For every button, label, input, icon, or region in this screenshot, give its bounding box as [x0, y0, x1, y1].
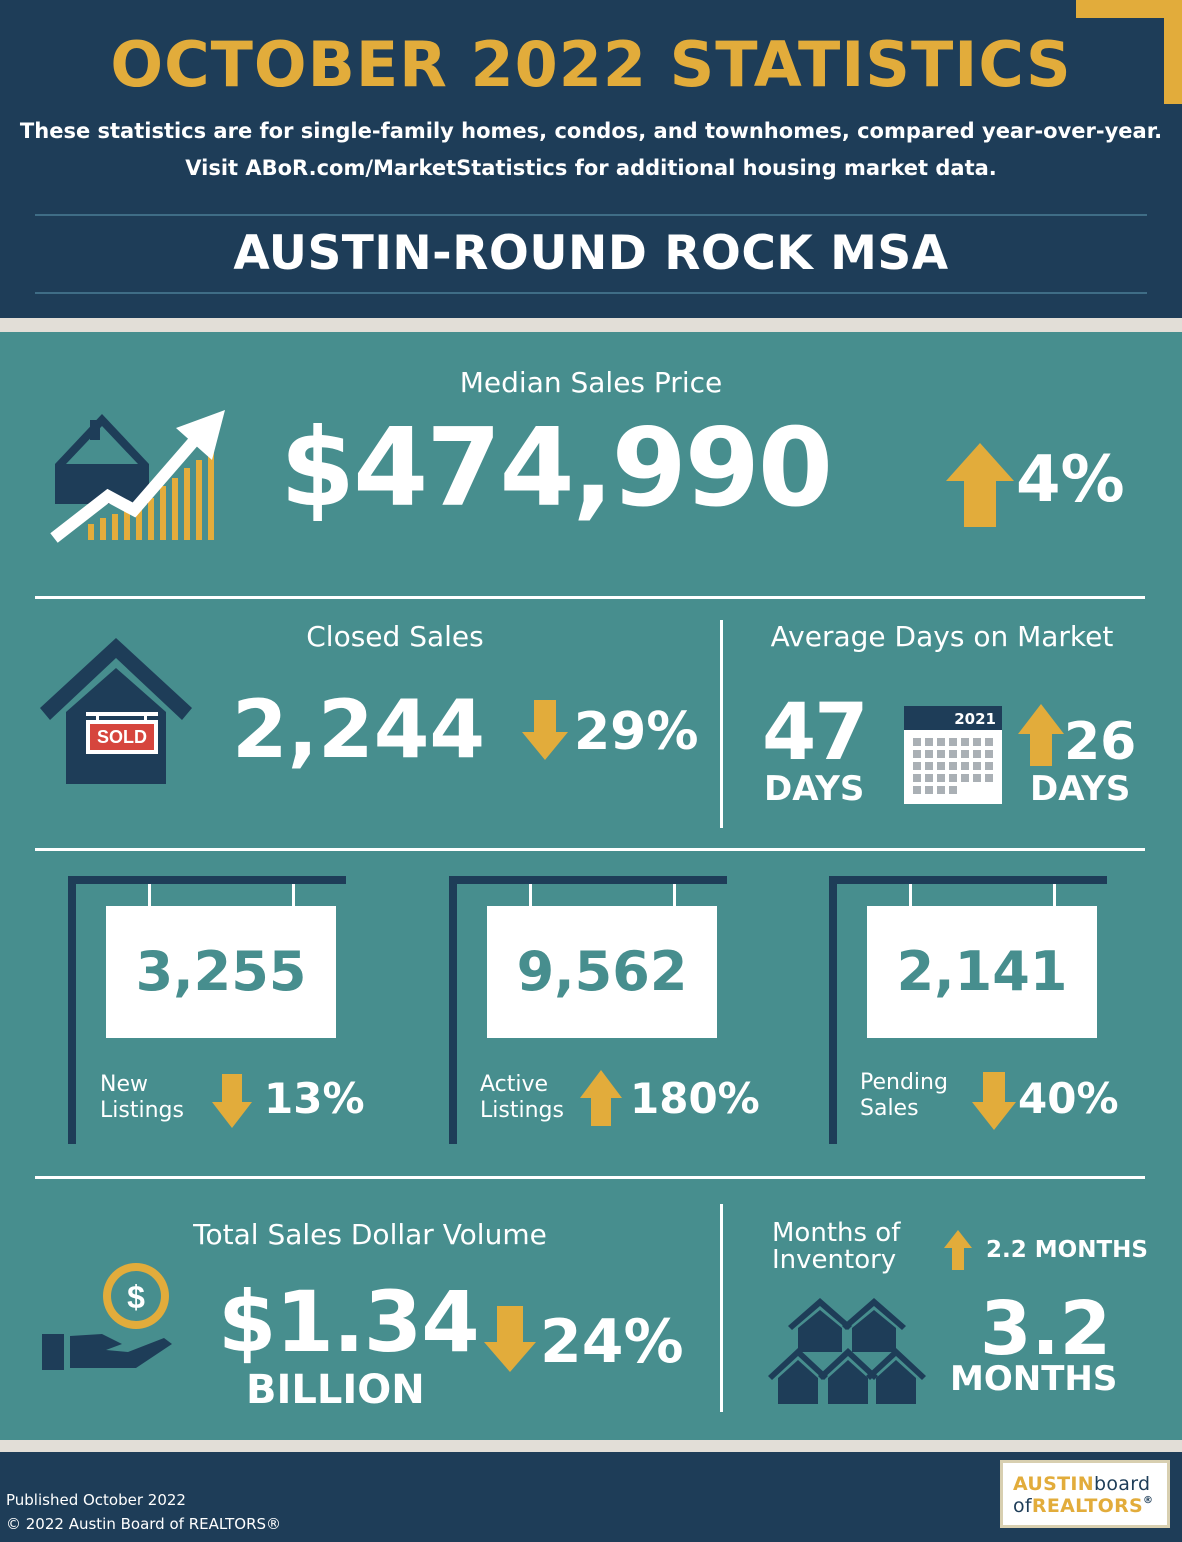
- arrow-down-icon: [972, 1072, 1016, 1130]
- page-title: OCTOBER 2022 STATISTICS: [110, 28, 1072, 101]
- sign-chain: [529, 884, 532, 908]
- days-on-market-unit: DAYS: [764, 769, 865, 809]
- pending-sales-label-2: Sales: [860, 1096, 919, 1121]
- calendar-year: 2021: [954, 710, 996, 728]
- sold-sign-text: SOLD: [97, 727, 147, 747]
- dollar-volume-change: 24%: [540, 1307, 684, 1377]
- header-divider-bottom: [35, 292, 1147, 294]
- header-banner: [0, 0, 1182, 318]
- days-on-market-change: 26: [1064, 712, 1137, 772]
- sign-chain: [148, 884, 151, 908]
- pending-sales-label-1: Pending: [860, 1070, 948, 1095]
- subtitle-line-1: These statistics are for single-family h…: [19, 119, 1163, 143]
- median-price-value: $474,990: [280, 406, 833, 531]
- arrow-down-icon: [522, 700, 568, 760]
- median-price-change: 4%: [1016, 443, 1125, 517]
- inventory-label-2: Inventory: [772, 1245, 897, 1275]
- days-on-market-value: 47: [762, 688, 869, 778]
- arrow-up-icon: [1018, 704, 1064, 766]
- calendar-icon: 2021: [904, 706, 1002, 804]
- sign-chain: [1053, 884, 1056, 908]
- section-divider-1: [35, 596, 1145, 599]
- active-listings-label-2: Listings: [480, 1098, 564, 1123]
- pending-sales-value: 2,141: [867, 906, 1097, 1038]
- new-listings-label-2: Listings: [100, 1098, 184, 1123]
- inventory-unit: MONTHS: [950, 1359, 1118, 1399]
- arrow-up-icon: [946, 443, 1014, 527]
- arrow-up-icon: [944, 1230, 972, 1270]
- footer-banner: [0, 1452, 1182, 1542]
- house-growth-icon: [50, 410, 225, 543]
- abor-logo: AUSTINboard ofREALTORS®: [1000, 1460, 1170, 1528]
- section-divider-vertical-2: [720, 1204, 723, 1412]
- new-listings-change: 13%: [264, 1074, 365, 1123]
- active-listings-label-1: Active: [480, 1072, 549, 1097]
- header-divider-top: [35, 214, 1147, 216]
- section-divider-2: [35, 848, 1145, 851]
- active-listings-change: 180%: [630, 1074, 760, 1123]
- days-on-market-label: Average Days on Market: [770, 620, 1114, 653]
- active-listings-value: 9,562: [487, 906, 717, 1038]
- sign-post-arm: [829, 876, 1107, 884]
- hand-coin-icon: $: [42, 1263, 172, 1370]
- closed-sales-change: 29%: [574, 702, 699, 762]
- inventory-value: 3.2: [980, 1286, 1112, 1372]
- subtitle-line-2: Visit ABoR.com/MarketStatistics for addi…: [185, 156, 997, 180]
- sign-chain: [909, 884, 912, 908]
- new-listings-value: 3,255: [106, 906, 336, 1038]
- section-divider-3: [35, 1176, 1145, 1179]
- corner-accent: [1076, 0, 1182, 104]
- sign-post: [68, 876, 76, 1144]
- houses-icon: [768, 1298, 926, 1404]
- sign-chain: [292, 884, 295, 908]
- dollar-volume-value: $1.34: [218, 1273, 480, 1371]
- arrow-down-icon: [484, 1306, 536, 1372]
- copyright-text: © 2022 Austin Board of REALTORS®: [6, 1515, 282, 1533]
- arrow-down-icon: [212, 1074, 252, 1128]
- region-title: AUSTIN-ROUND ROCK MSA: [233, 226, 949, 281]
- dollar-volume-unit: BILLION: [246, 1367, 425, 1413]
- sign-post-arm: [68, 876, 346, 884]
- arrow-up-icon: [580, 1070, 622, 1126]
- sign-post: [829, 876, 837, 1144]
- published-text: Published October 2022: [6, 1491, 186, 1509]
- sold-house-icon: SOLD: [40, 638, 192, 784]
- dollar-volume-label: Total Sales Dollar Volume: [193, 1218, 547, 1251]
- inventory-change: 2.2 MONTHS: [986, 1237, 1148, 1263]
- sign-chain: [673, 884, 676, 908]
- days-on-market-change-unit: DAYS: [1030, 769, 1131, 809]
- sign-post: [449, 876, 457, 1144]
- new-listings-label-1: New: [100, 1072, 148, 1097]
- median-price-label: Median Sales Price: [459, 366, 723, 399]
- pending-sales-change: 40%: [1018, 1074, 1119, 1123]
- sign-post-arm: [449, 876, 727, 884]
- closed-sales-value: 2,244: [232, 683, 486, 776]
- svg-text:$: $: [127, 1279, 145, 1315]
- inventory-label-1: Months of: [772, 1218, 901, 1248]
- closed-sales-label: Closed Sales: [306, 620, 484, 653]
- section-divider-vertical-1: [720, 620, 723, 828]
